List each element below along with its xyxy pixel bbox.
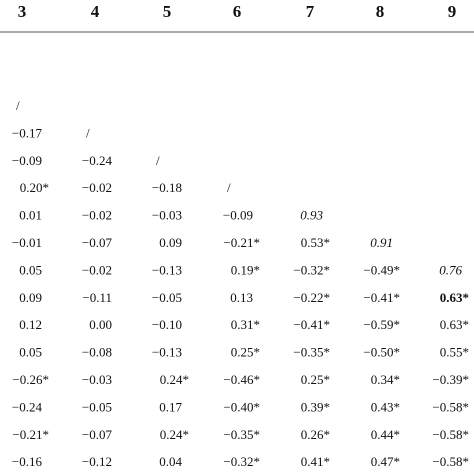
table-cell: −0.35*	[293, 345, 330, 360]
table-cell: 0.63*	[440, 290, 469, 305]
table-cell: /	[16, 98, 20, 113]
table-cell: −0.05	[82, 399, 112, 414]
table-cell: 0.34*	[371, 372, 400, 387]
table-cell: −0.18	[152, 180, 182, 195]
table-cell: 0.93	[300, 208, 323, 223]
table-cell: 0.76	[439, 262, 462, 277]
table-cell: −0.13	[152, 345, 182, 360]
table-cell: −0.24	[12, 399, 43, 414]
table-cell: −0.59*	[363, 317, 400, 332]
table-cell: −0.07	[82, 427, 113, 442]
column-header: 9	[448, 2, 457, 21]
table-cell: 0.26*	[301, 427, 330, 442]
table-cell: 0.09	[19, 290, 42, 305]
table-cell: −0.35*	[223, 427, 260, 442]
table-cell: 0.53*	[301, 235, 330, 250]
table-cell: −0.02	[82, 208, 112, 223]
column-header: 8	[376, 2, 385, 21]
table-cell: 0.05	[19, 262, 42, 277]
column-header: 5	[163, 2, 172, 21]
table-cell: /	[227, 180, 231, 195]
table-cell: 0.31*	[231, 317, 260, 332]
table-cell: −0.05	[152, 290, 182, 305]
table-cell: 0.04	[159, 454, 182, 469]
table-cell: −0.13	[152, 262, 182, 277]
table-cell: −0.41*	[363, 290, 400, 305]
table-cell: 0.12	[19, 317, 42, 332]
table-cell: 0.09	[159, 235, 182, 250]
table-cell: 0.44*	[371, 427, 400, 442]
table-cell: −0.39*	[432, 372, 469, 387]
table-cell: 0.63*	[440, 317, 469, 332]
table-cell: −0.41*	[293, 317, 330, 332]
table-cell: −0.49*	[363, 262, 400, 277]
table-cell: −0.09	[223, 208, 253, 223]
table-cell: −0.03	[152, 208, 182, 223]
table-cell: −0.16	[12, 454, 43, 469]
column-header: 4	[91, 2, 100, 21]
table-cell: /	[86, 125, 90, 140]
table-cell: 0.43*	[371, 399, 400, 414]
column-header: 3	[18, 2, 27, 21]
table-cell: 0.24*	[160, 427, 189, 442]
table-cell: −0.01	[12, 235, 42, 250]
table-cell: −0.17	[12, 125, 43, 140]
table-cell: 0.13	[230, 290, 253, 305]
table-cell: /	[156, 153, 160, 168]
table-cell: −0.58*	[432, 454, 469, 469]
table-cell: 0.01	[19, 208, 42, 223]
table-cell: 0.55*	[440, 345, 469, 360]
table-cell: 0.17	[159, 399, 182, 414]
table-cell: −0.02	[82, 262, 112, 277]
table-cell: −0.40*	[223, 399, 260, 414]
table-cell: 0.47*	[371, 454, 400, 469]
table-cell: −0.12	[82, 454, 112, 469]
table-cell: 0.25*	[301, 372, 330, 387]
table-cell: −0.24	[82, 153, 113, 168]
table-cell: −0.21*	[223, 235, 260, 250]
table-cell: −0.02	[82, 180, 112, 195]
table-cell: −0.58*	[432, 399, 469, 414]
table-cell: 0.24*	[160, 372, 189, 387]
column-header: 6	[233, 2, 242, 21]
table-cell: 0.41*	[301, 454, 330, 469]
table-cell: −0.22*	[293, 290, 330, 305]
table-cell: −0.03	[82, 372, 112, 387]
column-header: 7	[306, 2, 315, 21]
table-cell: 0.20*	[20, 180, 49, 195]
table-cell: −0.58*	[432, 427, 469, 442]
table-cell: −0.11	[82, 290, 112, 305]
table-cell: −0.10	[152, 317, 182, 332]
table-cell: −0.46*	[223, 372, 260, 387]
table-cell: 0.25*	[231, 345, 260, 360]
table-cell: 0.19*	[231, 262, 260, 277]
table-cell: 0.05	[19, 345, 42, 360]
table-cell: −0.50*	[363, 345, 400, 360]
table-cell: −0.26*	[12, 372, 49, 387]
table-cell: 0.91	[370, 235, 393, 250]
table-cell: −0.09	[12, 153, 42, 168]
table-cell: 0.00	[89, 317, 112, 332]
table-cell: −0.08	[82, 345, 112, 360]
table-cell: −0.07	[82, 235, 113, 250]
table-cell: −0.21*	[12, 427, 49, 442]
table-cell: −0.32*	[293, 262, 330, 277]
table-cell: 0.39*	[301, 399, 330, 414]
table-cell: −0.32*	[223, 454, 260, 469]
